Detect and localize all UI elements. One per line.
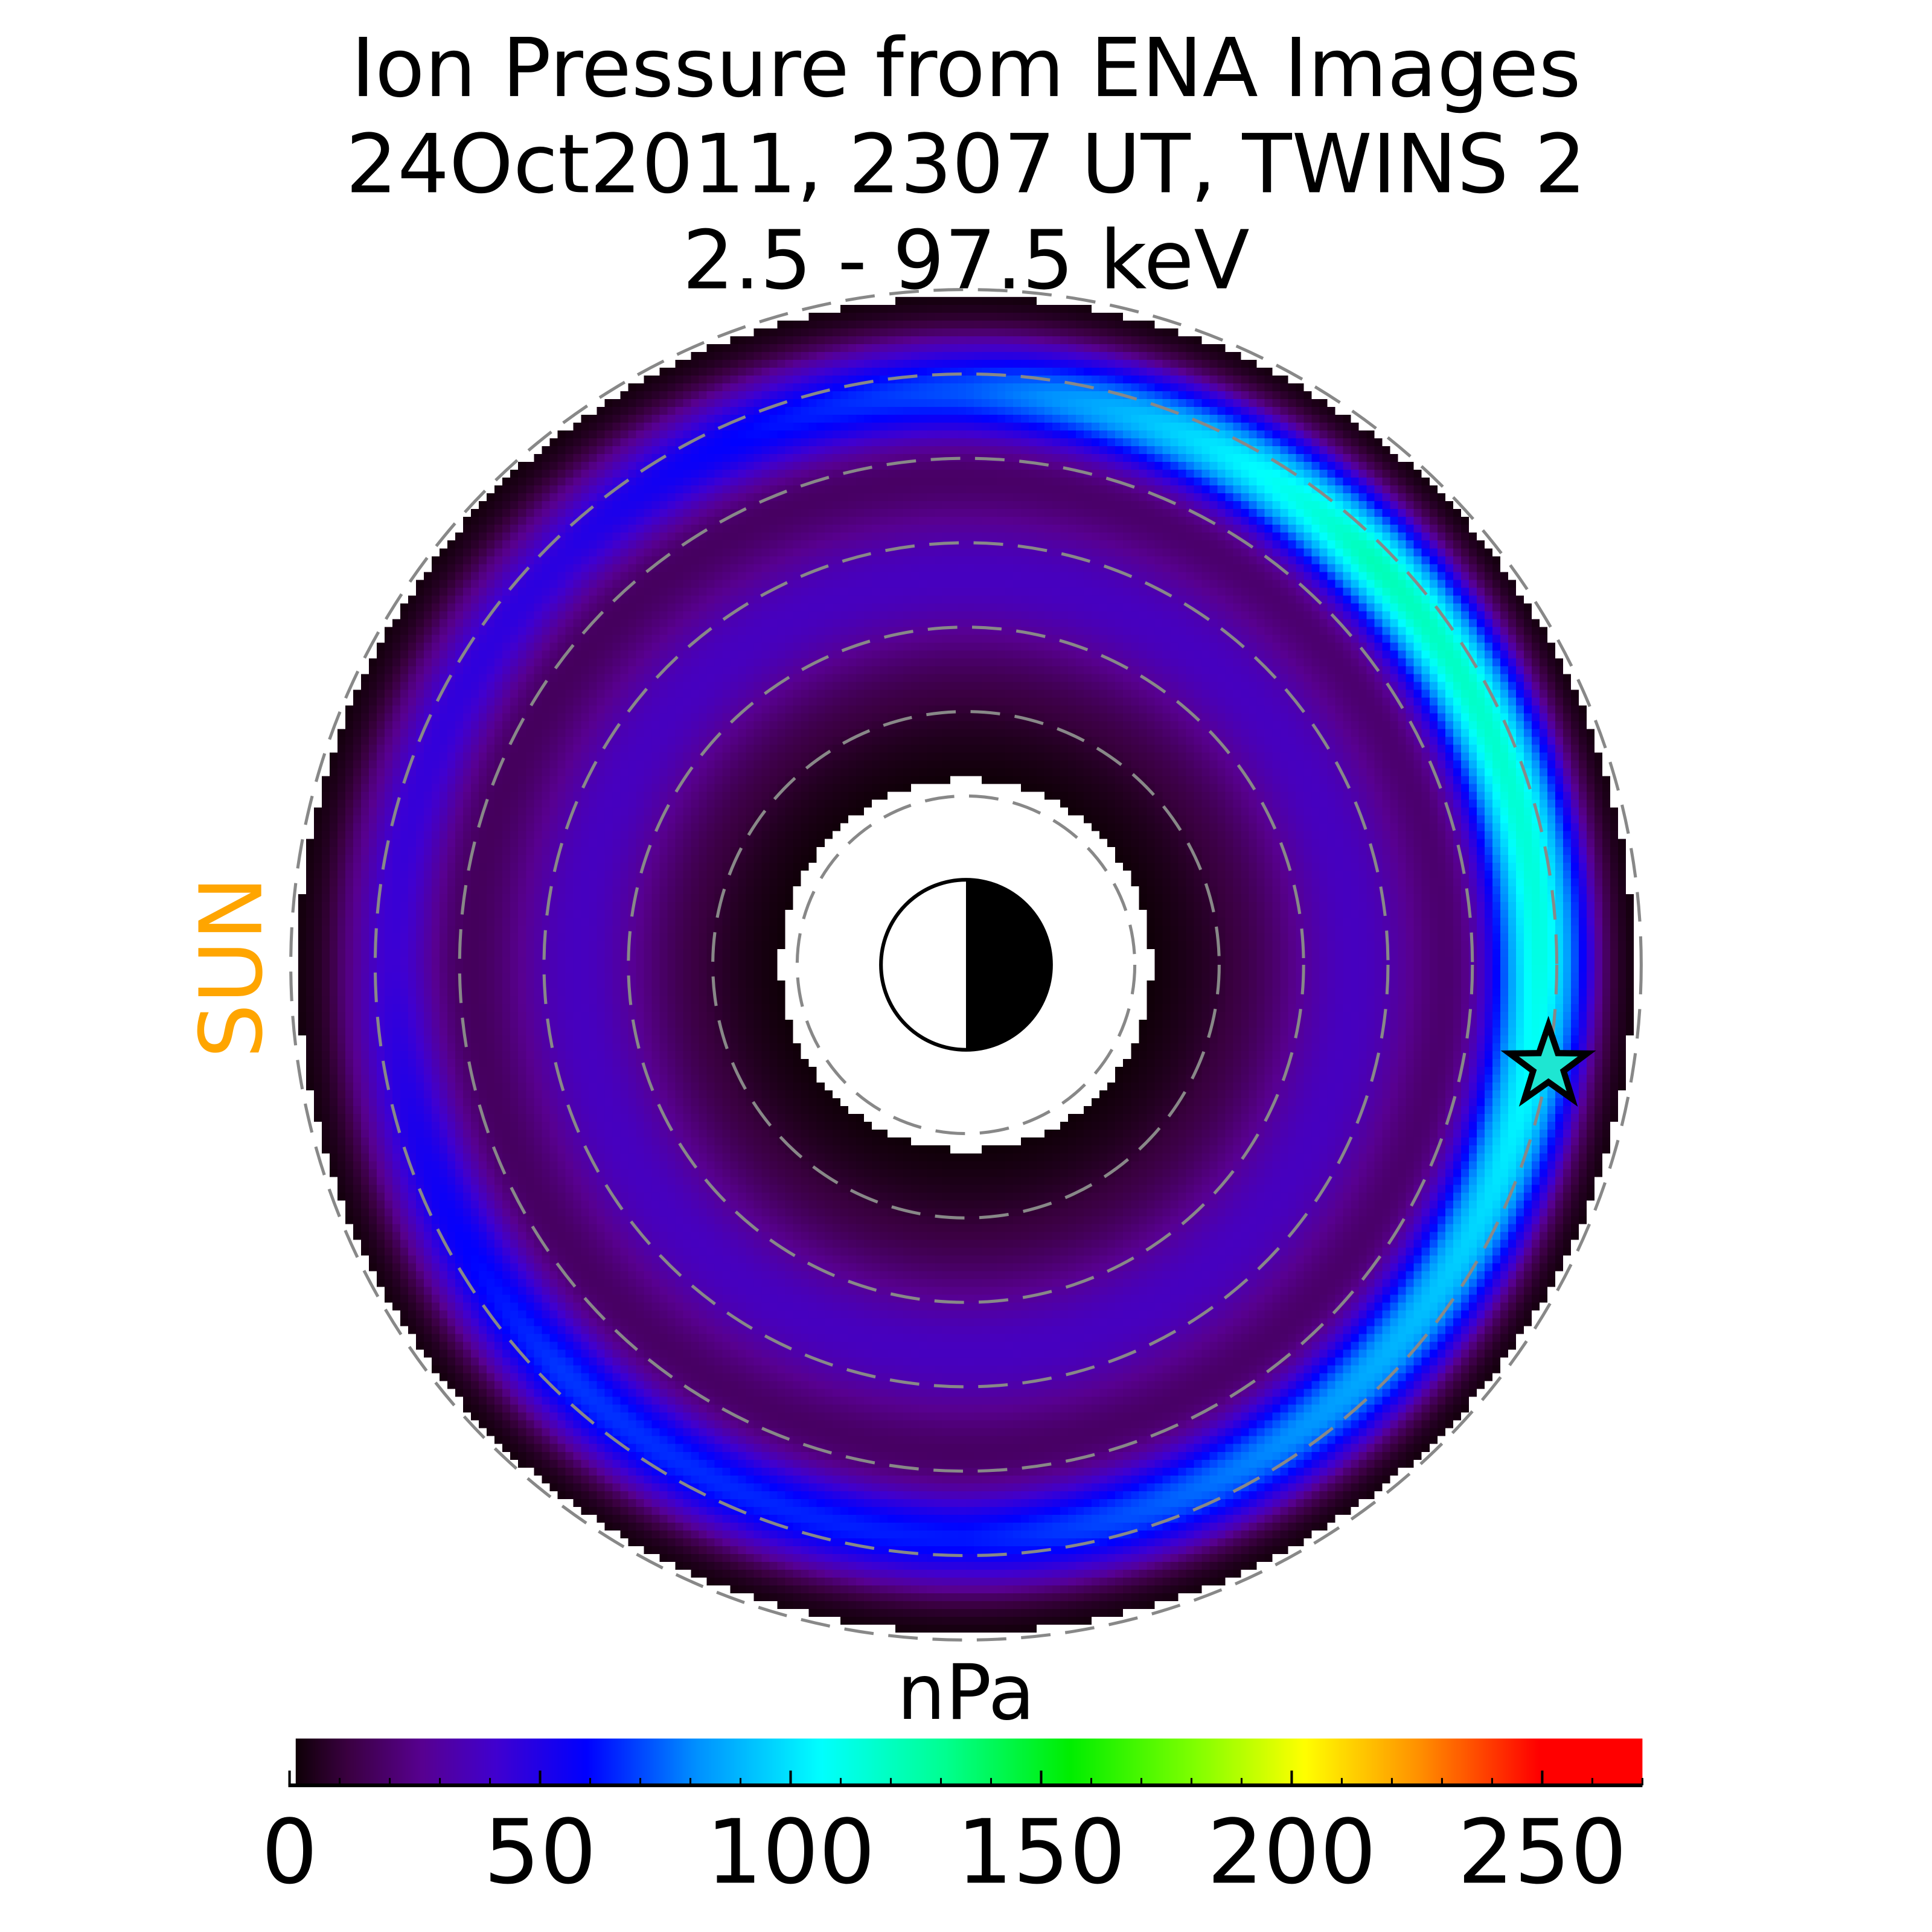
colorbar (295, 1738, 1643, 1785)
grid-circle-8re (289, 288, 1643, 1642)
colorbar-tick-label: 150 (956, 1800, 1125, 1904)
colorbar-tick-label: 250 (1457, 1800, 1627, 1904)
grid-circle-4re (627, 625, 1305, 1304)
radial-grid (289, 288, 1643, 1642)
earth-icon (879, 878, 1053, 1052)
colorbar-tick-label: 100 (706, 1800, 875, 1904)
title-line-2: 24Oct2011, 2307 UT, TWINS 2 (346, 117, 1587, 211)
sun-label: SUN (181, 876, 282, 1058)
title-line-1: Ion Pressure from ENA Images (351, 21, 1581, 115)
grid-circle-6re (458, 456, 1474, 1473)
colorbar-ticks: 0 50 100 150 200 250 (261, 1770, 1643, 1904)
colorbar-tick-label: 200 (1207, 1800, 1376, 1904)
colorbar-label: nPa (897, 1648, 1035, 1737)
grid-circle-7re (373, 372, 1559, 1558)
title-line-3: 2.5 - 97.5 keV (682, 213, 1249, 308)
grid-circle-5re (542, 541, 1390, 1389)
grid-circle-3re (711, 710, 1221, 1220)
colorbar-tick-label: 0 (261, 1800, 318, 1904)
colorbar-tick-label: 50 (484, 1800, 597, 1904)
star-marker-icon (1500, 1016, 1596, 1107)
grid-circle-2re (795, 794, 1137, 1136)
